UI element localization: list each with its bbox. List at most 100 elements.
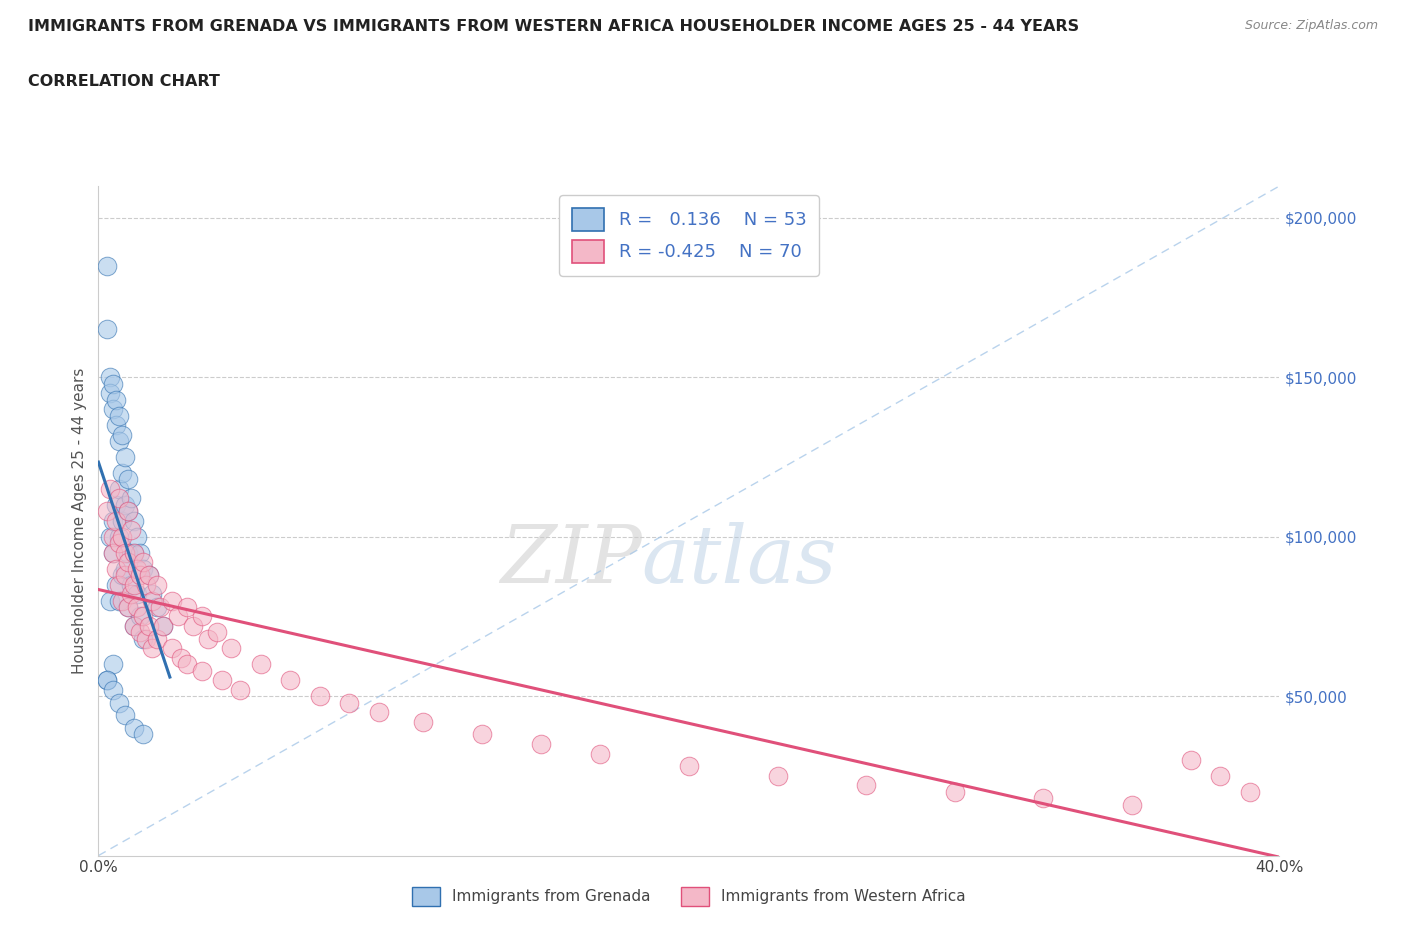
Point <box>191 609 214 624</box>
Point <box>132 561 155 576</box>
Point <box>122 721 145 736</box>
Point <box>117 545 139 560</box>
Point <box>111 427 134 442</box>
Point <box>105 578 128 592</box>
Point <box>855 778 877 793</box>
Point <box>197 631 219 646</box>
Point <box>108 482 131 497</box>
Point <box>162 593 183 608</box>
Point <box>125 561 148 576</box>
Point <box>122 578 145 592</box>
Point <box>149 600 172 615</box>
Point <box>766 768 789 783</box>
Point <box>103 545 125 560</box>
Point <box>176 600 198 615</box>
Point <box>105 561 128 576</box>
Point <box>105 498 128 512</box>
Text: IMMIGRANTS FROM GRENADA VS IMMIGRANTS FROM WESTERN AFRICA HOUSEHOLDER INCOME AGE: IMMIGRANTS FROM GRENADA VS IMMIGRANTS FR… <box>28 19 1080 33</box>
Point <box>98 370 121 385</box>
Point <box>141 587 163 602</box>
Point <box>1121 797 1143 812</box>
Point <box>120 523 142 538</box>
Point <box>114 561 136 576</box>
Point <box>117 600 139 615</box>
Point <box>205 625 228 640</box>
Point <box>125 529 148 544</box>
Point <box>135 631 157 646</box>
Point <box>128 625 150 640</box>
Point <box>530 737 553 751</box>
Point <box>117 504 139 519</box>
Point <box>1032 790 1054 805</box>
Point <box>117 504 139 519</box>
Point <box>132 727 155 742</box>
Point <box>122 545 145 560</box>
Text: ZIP: ZIP <box>501 523 641 600</box>
Point <box>96 672 118 687</box>
Point <box>111 567 134 582</box>
Point <box>146 578 169 592</box>
Point <box>146 600 169 615</box>
Point <box>108 408 131 423</box>
Point <box>229 683 252 698</box>
Text: Source: ZipAtlas.com: Source: ZipAtlas.com <box>1244 19 1378 32</box>
Point <box>103 545 125 560</box>
Point <box>117 600 139 615</box>
Point <box>108 491 131 506</box>
Point <box>103 513 125 528</box>
Point <box>120 491 142 506</box>
Point <box>108 529 131 544</box>
Point <box>98 593 121 608</box>
Point <box>114 449 136 464</box>
Y-axis label: Householder Income Ages 25 - 44 years: Householder Income Ages 25 - 44 years <box>72 367 87 674</box>
Point <box>141 593 163 608</box>
Point <box>114 567 136 582</box>
Point <box>1209 768 1232 783</box>
Point <box>278 672 302 687</box>
Point <box>191 663 214 678</box>
Point <box>128 545 150 560</box>
Point <box>122 618 145 633</box>
Point <box>120 578 142 592</box>
Point <box>114 708 136 723</box>
Point <box>176 657 198 671</box>
Point <box>138 618 160 633</box>
Point <box>108 593 131 608</box>
Point <box>117 472 139 486</box>
Point <box>167 609 190 624</box>
Point <box>111 466 134 481</box>
Point <box>309 689 332 704</box>
Point <box>125 600 148 615</box>
Point <box>111 513 134 528</box>
Point <box>219 641 242 656</box>
Point <box>114 545 136 560</box>
Point <box>128 609 150 624</box>
Point <box>111 529 134 544</box>
Point <box>125 587 148 602</box>
Point <box>132 631 155 646</box>
Point <box>103 402 125 417</box>
Point <box>138 567 160 582</box>
Point <box>114 498 136 512</box>
Point <box>108 433 131 448</box>
Point <box>152 618 174 633</box>
Point <box>132 555 155 570</box>
Point <box>1180 752 1202 767</box>
Point <box>678 759 700 774</box>
Point <box>170 650 193 665</box>
Point <box>98 529 121 544</box>
Point <box>103 377 125 392</box>
Point <box>98 482 121 497</box>
Text: CORRELATION CHART: CORRELATION CHART <box>28 74 219 89</box>
Point <box>943 784 966 799</box>
Point <box>98 386 121 401</box>
Point <box>368 705 391 720</box>
Point <box>250 657 273 671</box>
Text: atlas: atlas <box>641 523 837 600</box>
Point <box>105 418 128 432</box>
Point <box>108 695 131 710</box>
Point <box>128 567 150 582</box>
Point <box>103 529 125 544</box>
Point <box>471 727 494 742</box>
Point <box>120 587 142 602</box>
